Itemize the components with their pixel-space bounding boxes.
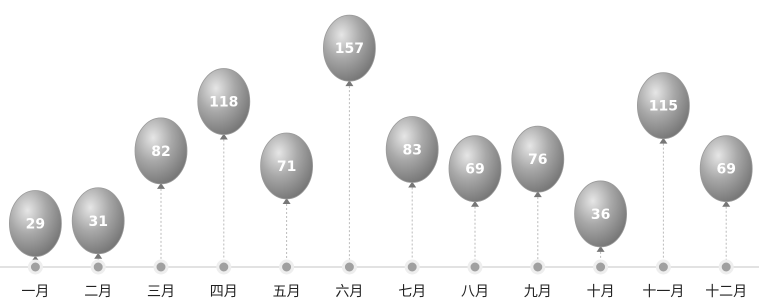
value-label: 82 [151,144,170,160]
axis-dot [281,261,293,273]
axis-dot [720,261,732,273]
x-tick-label: 五月 [273,284,301,299]
value-label: 69 [716,162,735,178]
x-tick-label: 三月 [147,284,175,299]
value-label: 29 [26,217,45,233]
x-tick-label: 四月 [210,284,238,299]
axis-dot [218,261,230,273]
axis-dot [406,261,418,273]
axis-dot [532,261,544,273]
value-label: 115 [649,99,678,115]
axis-dot [469,261,481,273]
value-label: 83 [402,143,421,159]
value-label: 76 [528,152,547,168]
value-label: 71 [277,159,296,175]
x-tick-label: 七月 [398,284,426,299]
axis-dot [29,261,41,273]
x-tick-label: 十月 [587,284,615,299]
axis-dot [595,261,607,273]
x-tick-label: 十二月 [705,284,747,299]
axis-dot [92,261,104,273]
axis-dot [657,261,669,273]
x-tick-label: 八月 [461,284,489,299]
x-tick-label: 二月 [84,284,112,299]
value-label: 118 [209,95,238,111]
value-label: 36 [591,207,610,223]
value-label: 69 [465,162,484,178]
x-tick-label: 一月 [21,284,49,299]
axis-dot [155,261,167,273]
value-label: 157 [335,41,364,57]
chart: 29 一月 31 二月 82 三月 118 四月 71 五月 157 六月 83 七月 69 八月 76 九月 36… [0,0,759,299]
x-tick-label: 十一月 [642,284,684,299]
x-tick-label: 六月 [335,284,363,299]
x-tick-label: 九月 [524,284,552,299]
value-label: 31 [88,214,107,230]
axis-dot [343,261,355,273]
